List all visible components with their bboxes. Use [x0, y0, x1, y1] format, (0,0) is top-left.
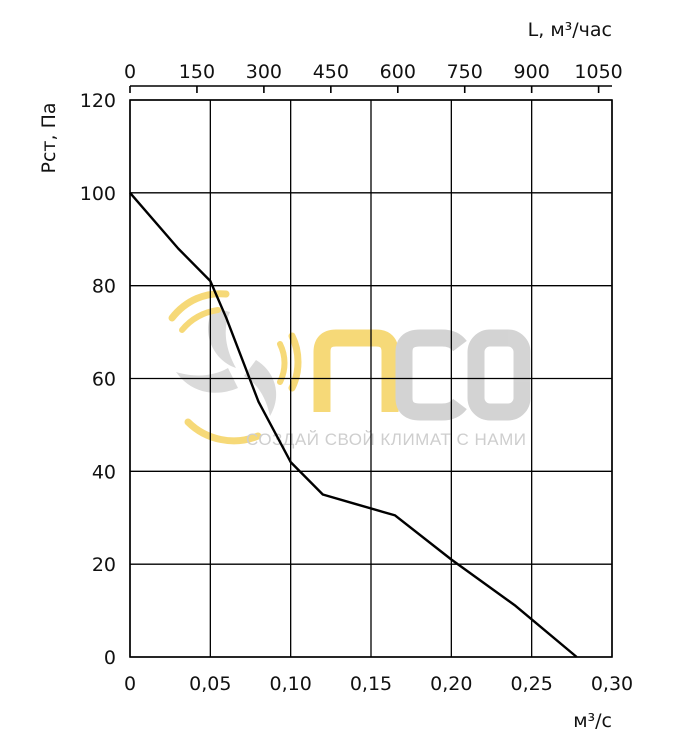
top-tick-label: 150 [179, 61, 215, 83]
x-tick-label: 0,15 [350, 673, 392, 695]
watermark-slogan: СОЗДАЙ СВОЙ КЛИМАТ С НАМИ [246, 430, 526, 449]
top-tick-label: 0 [124, 61, 136, 83]
x-tick-label: 0,20 [430, 673, 472, 695]
y-axis-ticks: 0 20 40 60 80 100 120 [80, 90, 116, 669]
top-axis-ticks: 0 150 300 450 600 750 900 1050 [124, 61, 623, 93]
x-tick-label: 0,30 [591, 673, 633, 695]
brand-logo-icon [313, 329, 531, 421]
y-tick-label: 60 [92, 369, 116, 391]
top-tick-label: 750 [447, 61, 483, 83]
top-tick-label: 300 [246, 61, 282, 83]
plot-frame [129, 99, 613, 658]
y-tick-label: 80 [92, 276, 116, 298]
fan-blades-icon [168, 290, 302, 445]
top-tick-label: 900 [514, 61, 550, 83]
top-tick-label: 600 [380, 61, 416, 83]
watermark: СОЗДАЙ СВОЙ КЛИМАТ С НАМИ [168, 290, 531, 449]
y-axis-label: Рст, Па [38, 103, 60, 174]
grid [129, 99, 613, 658]
top-axis-label: L, м³/час [528, 19, 612, 41]
x-tick-label: 0 [124, 673, 136, 695]
y-tick-label: 40 [92, 461, 116, 483]
y-tick-label: 0 [104, 647, 116, 669]
top-tick-label: 1050 [574, 61, 622, 83]
series [129, 192, 578, 658]
x-axis-ticks: 0 0,05 0,10 0,15 0,20 0,25 0,30 [124, 673, 633, 695]
x-tick-label: 0,25 [511, 673, 553, 695]
x-axis-label: м³/с [573, 710, 612, 732]
y-tick-label: 120 [80, 90, 116, 112]
x-tick-label: 0,10 [270, 673, 312, 695]
y-tick-label: 20 [92, 554, 116, 576]
top-tick-label: 450 [313, 61, 349, 83]
series-line [129, 192, 578, 658]
y-tick-label: 100 [80, 183, 116, 205]
x-tick-label: 0,05 [189, 673, 231, 695]
